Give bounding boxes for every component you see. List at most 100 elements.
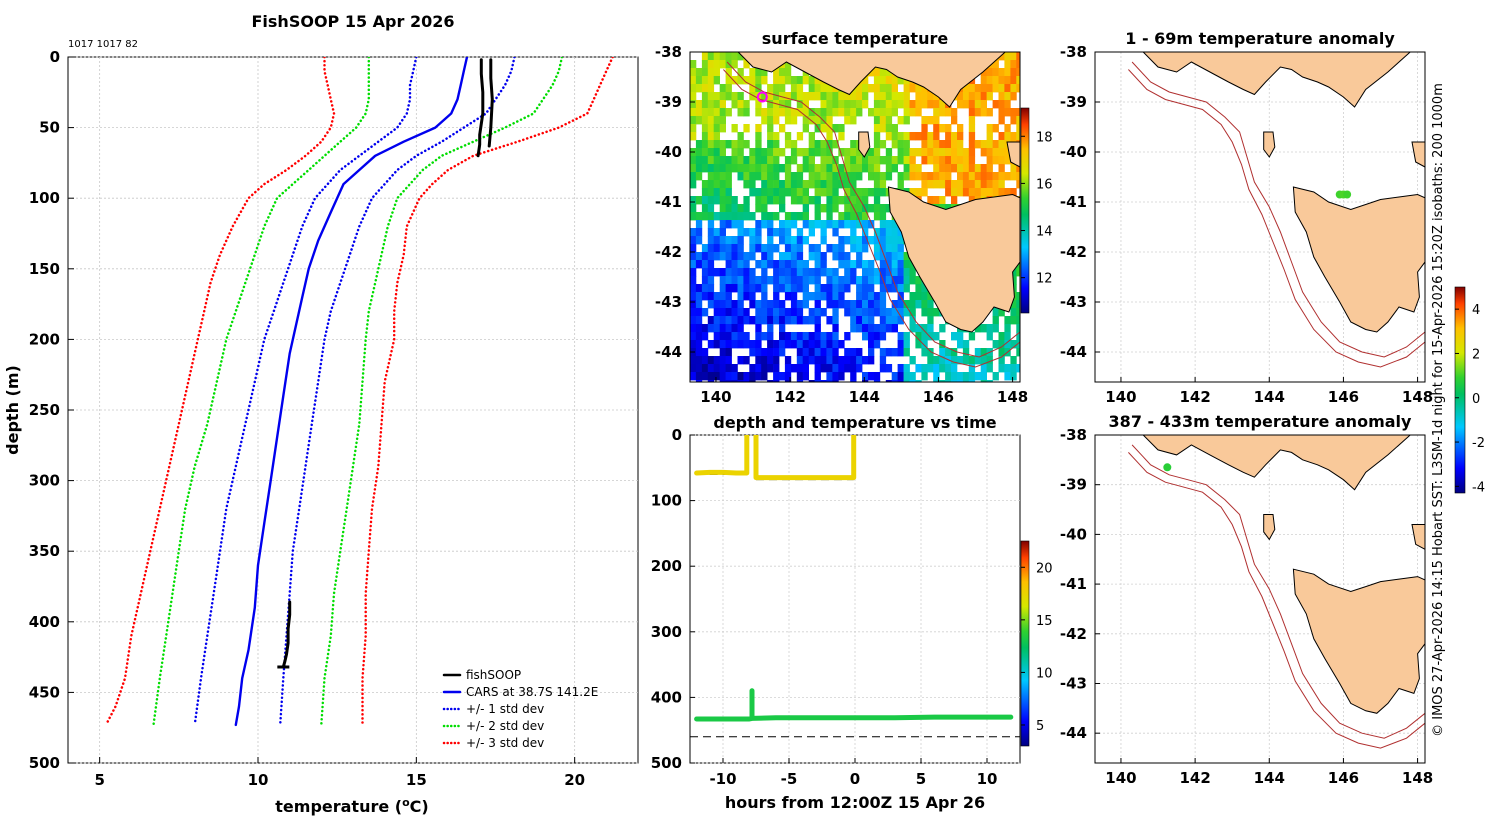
- sst-cell: [891, 244, 898, 253]
- profile-legend-label: +/- 2 std dev: [466, 719, 544, 733]
- sst-cell: [707, 92, 715, 101]
- sst-cell: [761, 356, 768, 365]
- sst-cell: [737, 108, 744, 117]
- sst-cell: [933, 140, 940, 149]
- sst-cell: [1010, 188, 1017, 197]
- sst-cell: [773, 84, 780, 93]
- sst-cell: [779, 252, 786, 261]
- sst-cell: [790, 212, 798, 221]
- sst-cell: [826, 300, 833, 309]
- sst-cell: [773, 372, 780, 381]
- timeseries-colorbar-label: 20: [1036, 561, 1053, 576]
- map-xtick-label: 144: [849, 388, 880, 406]
- sst-cell: [773, 364, 780, 373]
- sst-cell: [1004, 100, 1011, 109]
- sst-cell: [1010, 316, 1017, 325]
- sst-cell: [749, 268, 756, 277]
- sst-cell: [998, 348, 1005, 357]
- sst-cell: [1010, 356, 1017, 365]
- sst-cell: [1010, 116, 1017, 125]
- sst-cell: [796, 372, 804, 381]
- sst-cell: [802, 220, 809, 229]
- map-ytick-label: -43: [1060, 293, 1087, 311]
- sst-cell: [808, 268, 815, 277]
- sst-cell: [701, 348, 709, 357]
- sst-cell: [844, 300, 851, 309]
- sst-cell: [992, 308, 999, 317]
- sst-cell: [790, 220, 798, 229]
- sst-cell: [998, 52, 1005, 61]
- sst-cell: [885, 260, 893, 269]
- sst-cell: [701, 164, 709, 173]
- sst-cell: [968, 108, 976, 117]
- sst-cell: [755, 340, 762, 349]
- sst-cell: [939, 324, 946, 333]
- sst-cell: [891, 92, 898, 101]
- sst-cell: [743, 252, 750, 261]
- sst-cell: [850, 156, 857, 165]
- sst-cell: [998, 156, 1005, 165]
- sst-cell: [779, 180, 786, 189]
- sst-cell: [767, 108, 774, 117]
- sst-cell: [695, 68, 703, 77]
- sst-cell: [980, 76, 987, 85]
- sst-cell: [933, 332, 940, 341]
- sst-cell: [820, 268, 827, 277]
- sst-cell: [1016, 300, 1020, 309]
- sst-cell: [856, 252, 863, 261]
- sst-cell: [690, 340, 697, 349]
- sst-cell: [927, 332, 934, 341]
- sst-cell: [784, 316, 792, 325]
- sst-cell: [885, 172, 893, 181]
- sst-cell: [873, 68, 881, 77]
- sst-cell: [796, 364, 804, 373]
- sst-cell: [725, 52, 732, 61]
- sst-cell: [850, 300, 857, 309]
- sst-cell: [707, 156, 715, 165]
- sst-cell: [862, 308, 869, 317]
- sst-cell: [879, 100, 887, 109]
- sst-cell: [945, 348, 952, 357]
- sst-cell: [808, 348, 815, 357]
- sst-cell: [957, 140, 964, 149]
- isobath-1000m: [1128, 452, 1425, 749]
- sst-cell: [743, 124, 750, 133]
- sst-cell: [891, 164, 898, 173]
- sst-cell: [921, 188, 928, 197]
- sst-cell: [773, 156, 780, 165]
- sst-cell: [1004, 364, 1011, 373]
- sst-cell: [779, 300, 786, 309]
- sst-cell: [707, 276, 715, 285]
- sst-cell: [743, 100, 750, 109]
- sst-cell: [832, 252, 839, 261]
- sst-cell: [814, 316, 821, 325]
- sst-cell: [850, 180, 857, 189]
- sst-cell: [820, 260, 827, 269]
- sst-cell: [820, 92, 827, 101]
- sst-cell: [903, 276, 910, 285]
- anomaly-upper-title: 1 - 69m temperature anomaly: [1125, 29, 1395, 48]
- sst-cell: [820, 292, 827, 301]
- sst-cell: [879, 316, 887, 325]
- sst-cell: [725, 140, 732, 149]
- sst-cell: [933, 164, 940, 173]
- sst-cell: [779, 260, 786, 269]
- sst-cell: [856, 164, 863, 173]
- sst-cell: [784, 308, 792, 317]
- sst-cell: [962, 156, 970, 165]
- sst-cell: [767, 132, 774, 141]
- sst-cell: [701, 292, 709, 301]
- sst-cell: [897, 268, 904, 277]
- sst-cell: [832, 348, 839, 357]
- sst-cell: [814, 76, 821, 85]
- sst-cell: [695, 84, 703, 93]
- sst-cell: [701, 244, 709, 253]
- map-xtick-label: 148: [1402, 769, 1433, 787]
- sst-cell: [814, 372, 821, 381]
- sst-cell: [731, 260, 738, 269]
- sst-cell: [701, 148, 709, 157]
- sst-cell: [749, 156, 756, 165]
- profile-series-line: [320, 57, 564, 727]
- sst-cell: [713, 268, 720, 277]
- sst-cell: [808, 228, 815, 237]
